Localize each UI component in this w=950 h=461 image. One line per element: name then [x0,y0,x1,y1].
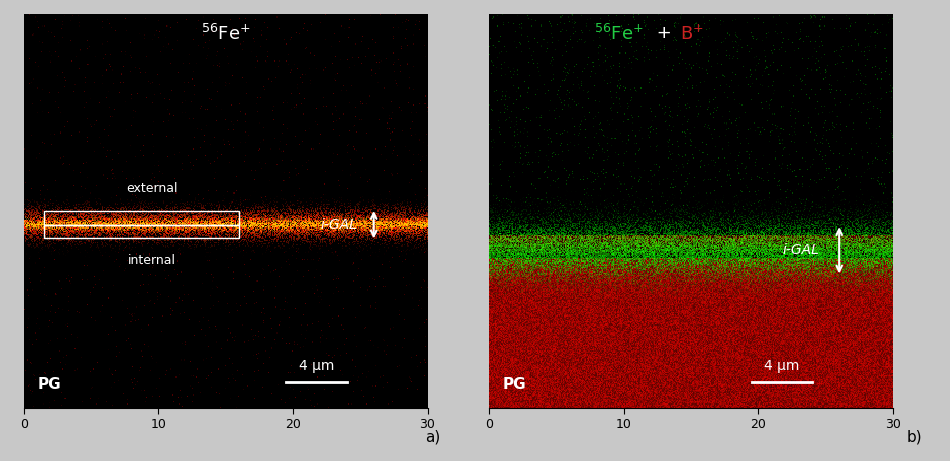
Bar [44,212,239,225]
Text: +: + [651,24,677,42]
Text: b): b) [907,430,922,445]
Text: a): a) [425,430,440,445]
Text: PG: PG [37,377,61,392]
Text: external: external [125,182,178,195]
Text: $^{56}$Fe$^{+}$: $^{56}$Fe$^{+}$ [200,24,251,44]
Text: i-GAL: i-GAL [321,218,357,232]
Text: PG: PG [503,377,526,392]
Text: $^{56}$Fe$^{+}$: $^{56}$Fe$^{+}$ [595,24,644,44]
Bar [44,225,239,238]
Text: internal: internal [127,254,176,267]
Text: i-GAL: i-GAL [782,243,819,257]
Text: 4 μm: 4 μm [299,359,334,372]
Text: 4 μm: 4 μm [765,359,800,372]
Text: B$^{+}$: B$^{+}$ [680,24,704,44]
